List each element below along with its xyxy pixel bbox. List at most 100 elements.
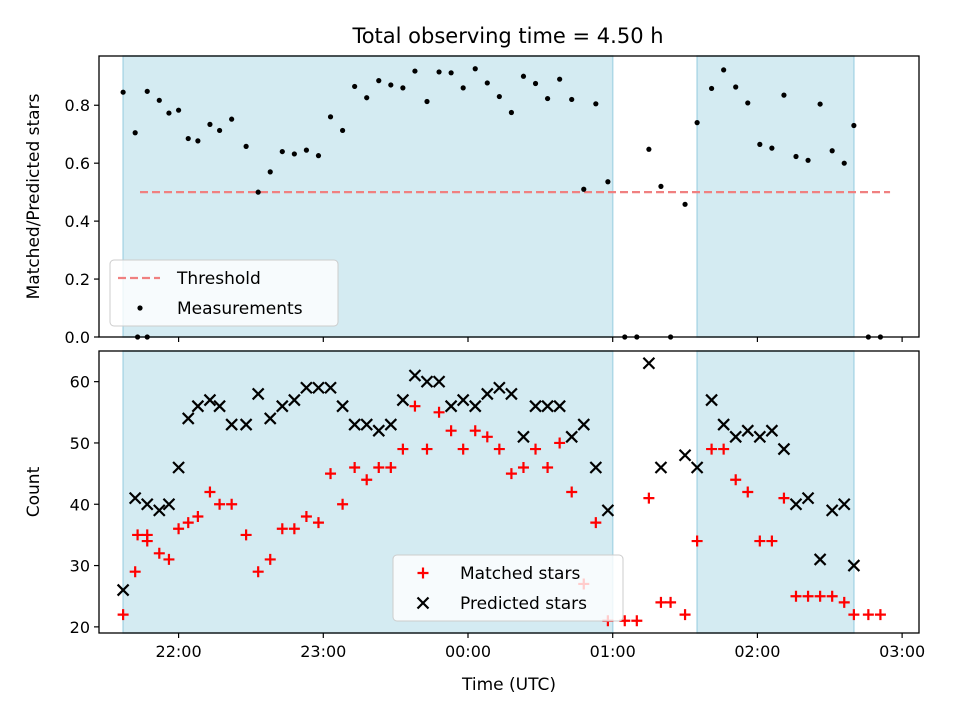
predicted-star-point <box>348 418 361 431</box>
measurement-point <box>817 101 823 107</box>
matched-star-point <box>312 517 324 529</box>
matched-star-point <box>117 609 129 621</box>
matched-star-point <box>421 443 433 455</box>
matched-star-point <box>742 486 754 498</box>
matched-star-point <box>240 529 252 541</box>
predicted-star-point <box>837 497 851 511</box>
matched-star-point <box>469 425 481 437</box>
measurement-point <box>216 127 223 134</box>
measurement-point <box>605 179 611 185</box>
legend-box <box>392 554 624 622</box>
y-tick-label: 60 <box>70 373 90 392</box>
top-y-axis-label: Matched/Predicted stars <box>24 93 44 299</box>
matched-star-point <box>173 523 185 535</box>
measurement-point <box>132 130 138 136</box>
measurement-point <box>733 84 739 90</box>
matched-star-point <box>226 498 238 510</box>
predicted-star-point <box>553 399 566 413</box>
matched-star-point <box>643 492 655 504</box>
predicted-star-point <box>396 393 410 407</box>
predicted-star-point <box>765 424 779 437</box>
measurement-point <box>557 76 563 82</box>
measurement-point <box>175 107 182 113</box>
matched-star-point <box>706 443 718 455</box>
predicted-star-point <box>408 369 422 382</box>
matched-star-point <box>766 535 778 547</box>
measurement-point <box>694 120 700 126</box>
bottom-axes-frame <box>98 350 920 634</box>
matched-star-point <box>790 590 802 602</box>
measurement-point <box>315 153 322 159</box>
y-tick-label: 50 <box>70 434 90 453</box>
measurement-point <box>484 80 490 86</box>
matched-star-point <box>397 443 409 455</box>
predicted-star-point <box>300 381 313 395</box>
measurement-point <box>472 66 478 72</box>
top-legend: Threshold Measurements <box>109 259 339 327</box>
measurement-point <box>593 101 599 107</box>
measurement-point <box>144 88 150 94</box>
predicted-star-point <box>288 393 301 407</box>
predicted-star-point <box>801 491 815 505</box>
top-axes-frame <box>98 55 920 338</box>
matched-star-point <box>288 523 300 535</box>
predicted-star-point <box>181 412 195 425</box>
legend-label: Predicted stars <box>460 594 587 614</box>
y-tick-label: 0.6 <box>65 154 90 173</box>
matched-star-point <box>457 443 469 455</box>
matched-star-point <box>517 461 529 473</box>
matched-star-point <box>814 590 826 602</box>
x-tick-label: 23:00 <box>300 642 346 661</box>
measurement-point <box>255 189 261 195</box>
measurement-point <box>496 93 502 100</box>
matched-star-point <box>590 517 602 529</box>
matched-star-point <box>848 609 860 621</box>
matched-star-point <box>445 425 457 437</box>
matched-star-point <box>874 609 886 621</box>
measurement-point <box>156 97 162 103</box>
predicted-star-point <box>678 448 692 462</box>
measurement-point <box>364 95 370 101</box>
predicted-star-point <box>360 418 373 431</box>
matched-star-point <box>182 517 194 529</box>
matched-star-point <box>163 553 175 565</box>
predicted-star-point <box>777 442 791 456</box>
matched-star-point <box>554 437 566 449</box>
predicted-star-point <box>239 418 253 431</box>
measurement-point <box>291 151 297 157</box>
measurement-point <box>400 85 406 91</box>
measurement-point <box>267 169 273 175</box>
measurement-point <box>532 80 539 87</box>
matched-star-point <box>862 609 874 621</box>
predicted-star-point <box>336 399 349 413</box>
predicted-star-point <box>213 399 226 413</box>
predicted-star-point <box>493 381 506 395</box>
matched-star-point <box>349 461 361 473</box>
predicted-star-point <box>847 559 861 572</box>
matched-star-point <box>325 468 337 480</box>
measurement-point <box>166 110 172 116</box>
predicted-star-point <box>705 393 718 407</box>
legend-label: Matched stars <box>460 564 580 584</box>
measurement-point <box>781 92 787 98</box>
measurement-point <box>207 121 213 127</box>
predicted-star-point <box>456 393 470 407</box>
measurement-point <box>303 147 310 153</box>
measurement-point <box>757 141 763 147</box>
matched-star-point <box>192 511 204 523</box>
matched-star-point <box>132 529 144 541</box>
matched-star-point <box>665 596 677 608</box>
matched-star-point <box>655 596 667 608</box>
x-tick-label: 22:00 <box>156 642 202 661</box>
x-tick-label: 02:00 <box>734 642 780 661</box>
predicted-star-point <box>565 430 578 444</box>
predicted-star-point <box>203 393 217 407</box>
legend-label: Measurements <box>177 299 303 319</box>
predicted-star-point <box>717 418 730 431</box>
matched-star-point <box>838 596 850 608</box>
y-tick-label: 0.2 <box>65 270 90 289</box>
measurement-point <box>327 114 334 120</box>
matched-star-point <box>802 590 814 602</box>
matched-star-point <box>361 474 373 486</box>
top-panel: 0.0 0.2 0.4 0.6 0.8 Matched/Predicted stars Th… <box>24 55 920 347</box>
